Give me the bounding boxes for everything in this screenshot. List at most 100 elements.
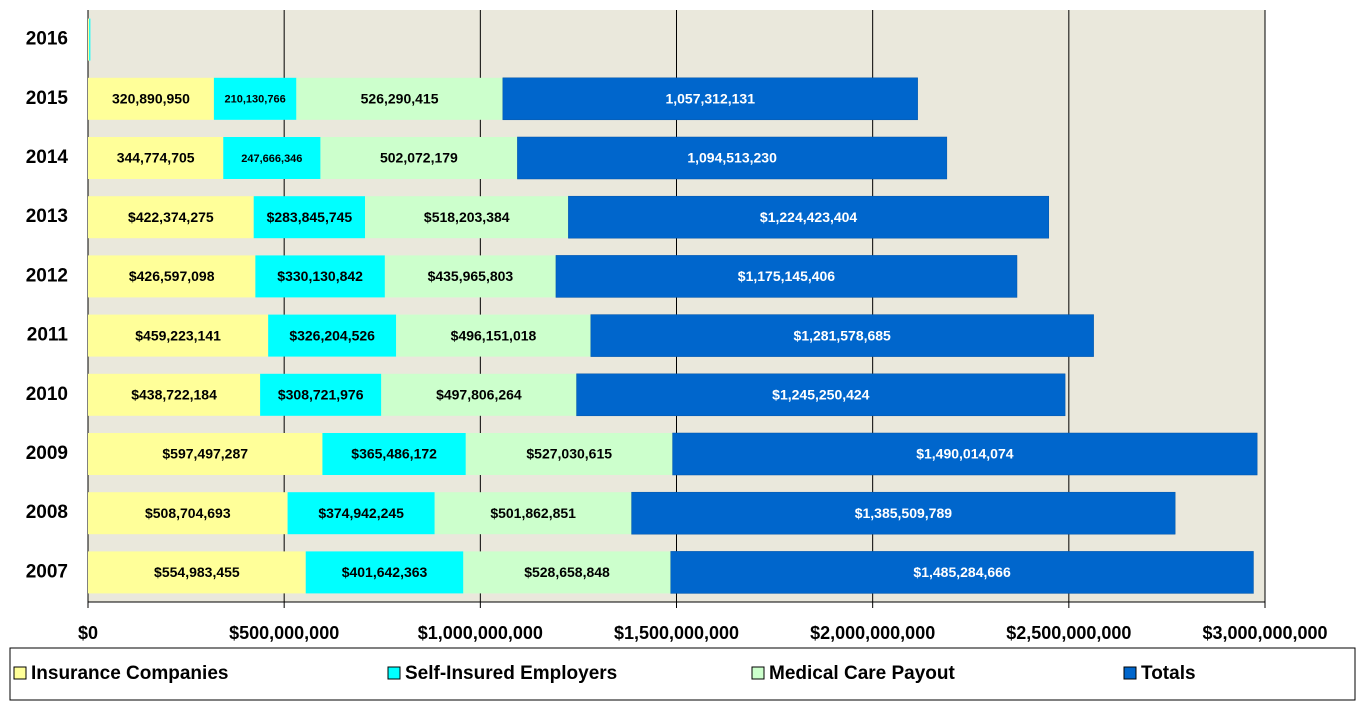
data-label: $1,245,250,424: [772, 387, 870, 403]
data-label: 526,290,415: [361, 91, 439, 107]
y-tick-label: 2011: [27, 325, 69, 346]
bar-segment: [296, 77, 503, 120]
bar-segment: [590, 314, 1094, 357]
data-label: $1,175,145,406: [738, 268, 836, 284]
bar-segment: [253, 196, 366, 239]
bar-segment: [568, 195, 1050, 239]
y-tick-label: 2007: [26, 561, 68, 582]
bar-segment: [88, 77, 214, 120]
data-label: $1,485,284,666: [913, 564, 1011, 580]
bar-segment: [88, 314, 269, 357]
bar-segment: [305, 551, 464, 594]
bar-segment: [381, 373, 577, 416]
bar-segment: [213, 77, 297, 120]
data-label: $508,704,693: [145, 505, 231, 521]
data-label: $554,983,455: [154, 564, 240, 580]
bar-segment: [396, 314, 591, 357]
bar-segment: [320, 137, 518, 179]
data-label: $1,224,423,404: [760, 209, 858, 225]
bar-segment: [88, 18, 90, 61]
bar-segment: [88, 492, 288, 535]
y-tick-label: 2013: [26, 206, 68, 227]
data-label: $326,204,526: [289, 327, 375, 343]
bar-segment: [517, 136, 948, 180]
legend-label: Medical Care Payout: [769, 663, 956, 684]
data-label: $426,597,098: [129, 268, 215, 284]
data-label: $597,497,287: [162, 446, 248, 462]
bar-segment: [88, 373, 261, 416]
data-label: 1,057,312,131: [665, 91, 755, 107]
data-label: $308,721,976: [278, 387, 364, 403]
data-label: $518,203,384: [424, 209, 510, 225]
data-label: $459,223,141: [135, 327, 221, 343]
bar-segment: [672, 432, 1258, 476]
bar-segment: [88, 255, 256, 298]
bar-segment: [384, 255, 556, 298]
x-tick-label: $2,500,000,000: [1006, 623, 1131, 643]
x-tick-label: $0: [78, 623, 98, 643]
bar-segment: [89, 18, 91, 61]
bar-segment: [670, 551, 1254, 594]
x-tick-label: $500,000,000: [229, 623, 339, 643]
y-tick-label: 2012: [26, 265, 68, 286]
data-label: 502,072,179: [380, 150, 458, 166]
legend-label: Insurance Companies: [31, 663, 228, 684]
data-label: $401,642,363: [342, 564, 428, 580]
y-tick-label: 2008: [26, 502, 68, 523]
data-label: 1,094,513,230: [687, 150, 777, 166]
data-label: $438,722,184: [131, 387, 217, 403]
bar-segment: [322, 433, 466, 475]
legend-swatch: [1123, 666, 1137, 680]
bar-segment: [223, 137, 321, 179]
bar-segment: [88, 551, 306, 594]
data-label: $497,806,264: [436, 387, 522, 403]
data-label: $435,965,803: [428, 268, 514, 284]
data-label: $422,374,275: [128, 209, 214, 225]
bar-segment: [631, 491, 1176, 535]
data-label: 344,774,705: [117, 150, 195, 166]
data-label: $374,942,245: [318, 505, 404, 521]
x-tick-label: $2,000,000,000: [810, 623, 935, 643]
bar-segment: [88, 196, 254, 239]
y-tick-label: 2016: [26, 29, 68, 50]
data-label: $365,486,172: [351, 446, 437, 462]
legend-label: Totals: [1141, 663, 1196, 684]
bar-segment: [576, 373, 1066, 417]
y-tick-label: 2009: [26, 443, 68, 464]
bar-segment: [287, 492, 435, 535]
data-label: $1,281,578,685: [794, 327, 892, 343]
y-tick-label: 2015: [26, 88, 69, 109]
data-label: $283,845,745: [267, 209, 353, 225]
bar-segment: [255, 255, 385, 298]
x-tick-label: $3,000,000,000: [1202, 623, 1327, 643]
data-label: $528,658,848: [524, 564, 610, 580]
bar-segment: [465, 433, 673, 475]
bar-segment: [268, 314, 397, 357]
data-label: $496,151,018: [451, 327, 537, 343]
legend-swatch: [387, 666, 401, 680]
legend-label: Self-Insured Employers: [405, 663, 617, 684]
data-label: 210,130,766: [225, 94, 286, 106]
legend-swatch: [13, 666, 27, 680]
data-label: $1,385,509,789: [855, 505, 953, 521]
bar-segment: [88, 137, 224, 179]
y-tick-label: 2014: [26, 147, 69, 168]
bar-segment: [88, 433, 323, 475]
bar-segment: [365, 196, 569, 239]
bar-segment: [434, 492, 632, 535]
bar-segment: [555, 255, 1018, 298]
data-label: 320,890,950: [112, 91, 190, 107]
data-label: 247,666,346: [241, 153, 302, 165]
y-tick-label: 2010: [26, 384, 68, 405]
data-label: $501,862,851: [490, 505, 576, 521]
x-tick-label: $1,500,000,000: [614, 623, 739, 643]
x-tick-label: $1,000,000,000: [418, 623, 543, 643]
bar-segment: [502, 77, 918, 121]
bar-segment: [463, 551, 671, 594]
data-label: $330,130,842: [277, 268, 363, 284]
legend-swatch: [751, 666, 765, 680]
data-label: $527,030,615: [526, 446, 612, 462]
data-label: $1,490,014,074: [916, 446, 1014, 462]
bar-segment: [260, 373, 382, 416]
